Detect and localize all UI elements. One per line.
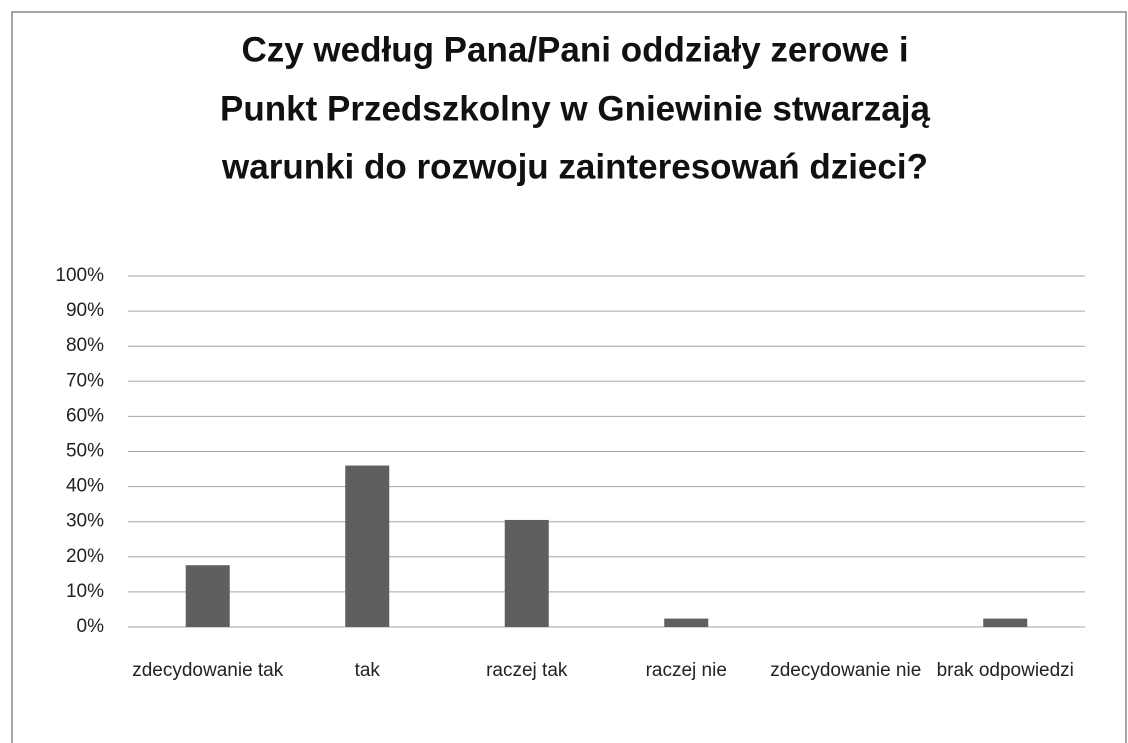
x-tick-label: raczej nie xyxy=(645,660,727,681)
y-tick-label: 10% xyxy=(66,581,104,602)
chart-frame xyxy=(11,11,1127,743)
y-tick-label: 100% xyxy=(55,265,104,286)
x-tick-label: brak odpowiedzi xyxy=(936,660,1074,681)
chart-title: Punkt Przedszkolny w Gniewinie stwarzają xyxy=(220,89,930,128)
x-tick-label: tak xyxy=(354,660,380,681)
y-tick-label: 90% xyxy=(66,300,104,321)
y-tick-label: 50% xyxy=(66,441,104,462)
y-tick-label: 0% xyxy=(77,616,105,637)
chart-title: warunki do rozwoju zainteresowań dzieci? xyxy=(221,147,928,186)
y-tick-label: 40% xyxy=(66,476,104,497)
bar xyxy=(664,618,709,627)
y-tick-label: 80% xyxy=(66,335,104,356)
x-tick-label: zdecydowanie nie xyxy=(770,660,922,681)
x-tick-label: zdecydowanie tak xyxy=(132,660,284,681)
bar xyxy=(185,565,230,627)
y-tick-label: 70% xyxy=(66,370,104,391)
bar xyxy=(983,618,1028,627)
y-tick-label: 60% xyxy=(66,405,104,426)
chart-title: Czy według Pana/Pani oddziały zerowe i xyxy=(241,30,908,69)
bar xyxy=(504,519,549,627)
y-tick-label: 20% xyxy=(66,546,104,567)
y-tick-label: 30% xyxy=(66,511,104,532)
x-tick-label: raczej tak xyxy=(486,660,568,681)
bar xyxy=(345,465,390,627)
